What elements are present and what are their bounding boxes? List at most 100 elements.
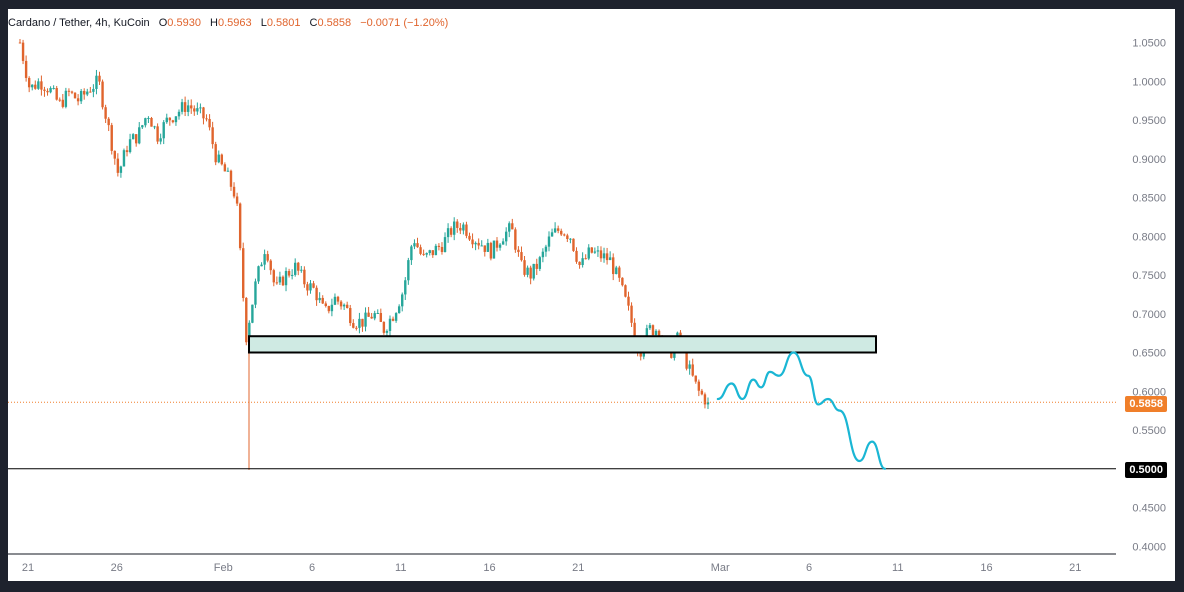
candle-body bbox=[394, 313, 398, 321]
candle-body bbox=[40, 81, 43, 90]
candle-body bbox=[483, 245, 486, 252]
candle-body bbox=[397, 306, 401, 314]
x-tick-label: 16 bbox=[980, 562, 992, 574]
candle-body bbox=[630, 305, 633, 323]
candle-body bbox=[370, 316, 373, 319]
candle-body bbox=[272, 270, 275, 283]
candles-layer bbox=[18, 39, 710, 470]
level-price-tag: 0.5000 bbox=[1125, 462, 1167, 478]
candle-body bbox=[309, 283, 312, 291]
candle-body bbox=[297, 262, 300, 271]
candle-body bbox=[294, 262, 297, 275]
candle-body bbox=[61, 99, 65, 107]
candle-body bbox=[618, 267, 621, 278]
candle-body bbox=[535, 263, 538, 269]
candle-body bbox=[287, 271, 291, 276]
candle-body bbox=[489, 242, 493, 259]
candle-body bbox=[275, 282, 279, 284]
candle-body bbox=[116, 158, 120, 173]
candle-body bbox=[373, 313, 376, 319]
candle-body bbox=[125, 150, 129, 153]
candle-body bbox=[691, 364, 694, 376]
candle-body bbox=[98, 75, 101, 82]
candle-body bbox=[437, 245, 441, 247]
candle-body bbox=[352, 323, 355, 328]
close-value: 0.5858 bbox=[317, 17, 352, 29]
candle-body bbox=[269, 260, 272, 271]
candle-body bbox=[382, 321, 386, 333]
high-label: H bbox=[210, 17, 218, 29]
y-tick-label: 0.4500 bbox=[1132, 503, 1166, 515]
candle-body bbox=[345, 304, 349, 308]
chart-background bbox=[8, 9, 1175, 581]
candle-body bbox=[498, 244, 502, 248]
candle-body bbox=[144, 118, 147, 126]
candle-body bbox=[541, 251, 545, 258]
candle-body bbox=[31, 84, 34, 88]
candle-body bbox=[416, 243, 419, 248]
candle-body bbox=[605, 253, 609, 261]
x-tick-label: Feb bbox=[214, 562, 233, 574]
candle-body bbox=[171, 120, 175, 123]
candle-body bbox=[339, 301, 343, 307]
candle-body bbox=[608, 257, 612, 261]
candle-body bbox=[165, 117, 168, 123]
candle-body bbox=[449, 228, 453, 235]
y-tick-label: 0.9000 bbox=[1132, 154, 1166, 166]
candle-body bbox=[547, 236, 551, 247]
candle-body bbox=[431, 250, 434, 256]
change-value: −0.0071 (−1.20%) bbox=[360, 17, 449, 29]
candle-body bbox=[422, 253, 425, 255]
candle-body bbox=[456, 221, 459, 228]
candle-body bbox=[367, 312, 370, 317]
candle-body bbox=[593, 251, 597, 253]
candle-body bbox=[226, 170, 230, 172]
candle-body bbox=[153, 126, 156, 128]
candle-body bbox=[211, 127, 214, 145]
candle-body bbox=[508, 223, 511, 232]
candle-body bbox=[260, 264, 263, 267]
candle-body bbox=[183, 102, 187, 112]
x-tick-label: 21 bbox=[572, 562, 584, 574]
candle-body bbox=[86, 91, 89, 95]
candle-body bbox=[465, 224, 468, 236]
candle-body bbox=[303, 269, 306, 285]
y-tick-label: 0.7500 bbox=[1132, 270, 1166, 282]
symbol-title: Cardano / Tether, 4h, KuCoin bbox=[8, 17, 150, 29]
candle-body bbox=[55, 88, 58, 100]
candle-body bbox=[73, 92, 77, 99]
candle-body bbox=[49, 88, 52, 93]
candle-body bbox=[349, 307, 352, 324]
y-axis[interactable]: 1.0500 1.0000 0.9500 0.9000 0.8500 0.8000 0.75… bbox=[1132, 38, 1166, 554]
candle-body bbox=[495, 240, 499, 248]
candle-body bbox=[486, 242, 490, 252]
y-tick-label: 1.0500 bbox=[1132, 38, 1166, 50]
candle-body bbox=[468, 235, 471, 240]
candle-body bbox=[248, 322, 251, 343]
candle-body bbox=[517, 249, 520, 253]
candle-body bbox=[511, 223, 514, 230]
candle-body bbox=[251, 304, 254, 323]
candle-body bbox=[315, 287, 318, 301]
candle-body bbox=[208, 118, 211, 128]
y-tick-label: 1.0000 bbox=[1132, 76, 1166, 88]
price-chart[interactable]: 1.0500 1.0000 0.9500 0.9000 0.8500 0.8000 0.75… bbox=[8, 9, 1175, 581]
candle-body bbox=[532, 263, 535, 279]
candle-body bbox=[232, 186, 236, 197]
candle-body bbox=[190, 105, 193, 109]
candle-body bbox=[67, 90, 71, 92]
candle-body bbox=[64, 90, 68, 107]
candle-body bbox=[648, 325, 652, 329]
candle-body bbox=[413, 243, 416, 247]
candle-body bbox=[556, 228, 560, 231]
candle-body bbox=[95, 75, 98, 89]
candle-body bbox=[685, 348, 688, 369]
candle-body bbox=[18, 42, 22, 44]
x-axis[interactable]: 21 26 Feb 6 11 16 21 Mar 6 11 16 21 bbox=[22, 562, 1082, 574]
candle-body bbox=[566, 235, 569, 239]
candle-body bbox=[342, 304, 346, 307]
candle-body bbox=[694, 375, 697, 382]
candle-body bbox=[193, 108, 196, 112]
candle-body bbox=[300, 269, 303, 271]
projection-path bbox=[716, 351, 887, 470]
